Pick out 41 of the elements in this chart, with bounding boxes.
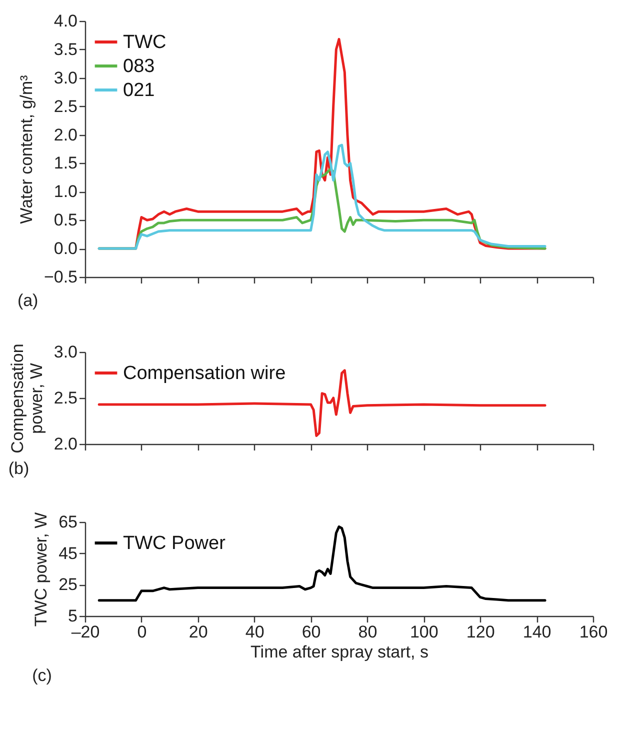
legend-label: 083 xyxy=(123,56,155,77)
x-tick-label: –20 xyxy=(71,622,100,642)
y-tick-label: 25 xyxy=(58,575,78,594)
y-tick-label: 0.0 xyxy=(54,239,78,258)
x-tick-label: 0 xyxy=(137,622,147,642)
line-series xyxy=(98,144,546,250)
y-tick-label: 1.0 xyxy=(54,182,78,202)
y-tick-label: 45 xyxy=(58,544,78,563)
y-tick-label: 2.0 xyxy=(54,434,78,454)
y-tick-label: 4.0 xyxy=(54,12,78,30)
legend-label: TWC Power xyxy=(123,533,226,554)
x-tick-label: 20 xyxy=(188,622,208,642)
legend-label: 021 xyxy=(123,80,155,101)
y-tick-label: 65 xyxy=(58,512,78,532)
x-tick-label: 160 xyxy=(579,622,608,642)
x-tick-label: 100 xyxy=(410,622,438,642)
x-tick-label: 40 xyxy=(245,622,264,642)
y-tick-label: 3.5 xyxy=(54,40,78,59)
legend-label: TWC xyxy=(123,32,166,53)
y-tick-label: 0.5 xyxy=(54,210,78,230)
y-axis-title: Water content, g/m³ xyxy=(16,74,36,224)
legend-label: Compensation wire xyxy=(123,363,286,384)
x-tick-label: 60 xyxy=(302,622,321,642)
x-tick-label: 80 xyxy=(358,622,378,642)
y-tick-label: 5 xyxy=(68,606,78,626)
y-tick-label: 2.0 xyxy=(54,125,78,144)
y-tick-label: −0.5 xyxy=(44,268,78,286)
x-axis-title: Time after spray start, s xyxy=(250,642,428,662)
text: (c) xyxy=(32,666,52,685)
y-tick-label: 3.0 xyxy=(54,342,78,362)
y-tick-label: 3.0 xyxy=(54,68,78,88)
y-axis-title: TWC power, W xyxy=(32,512,51,627)
y-tick-label: 1.5 xyxy=(54,154,78,173)
line-series xyxy=(98,525,546,602)
y-tick-label: 2.5 xyxy=(54,96,78,116)
text: (b) xyxy=(8,458,30,478)
x-tick-label: 140 xyxy=(522,622,552,642)
y-axis-title: Compensation power, W xyxy=(8,344,46,454)
y-tick-label: 2.5 xyxy=(54,388,78,408)
text: (a) xyxy=(17,291,38,310)
x-tick-label: 120 xyxy=(466,622,495,642)
